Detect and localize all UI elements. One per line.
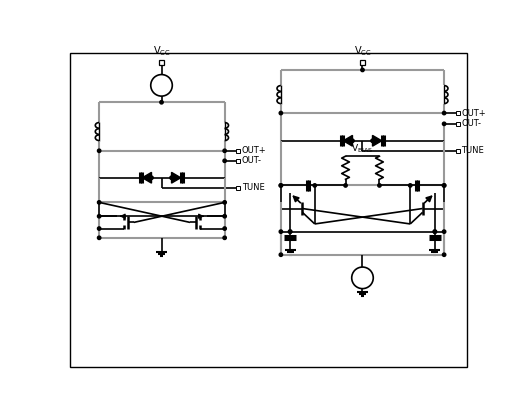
Polygon shape bbox=[343, 135, 353, 146]
Circle shape bbox=[279, 184, 282, 187]
Text: OUT-: OUT- bbox=[461, 119, 481, 129]
Circle shape bbox=[279, 253, 282, 256]
Text: OUT-: OUT- bbox=[242, 156, 261, 165]
Polygon shape bbox=[373, 135, 382, 146]
Polygon shape bbox=[171, 172, 181, 183]
Text: V$_{\mathrm{BIAS}}$: V$_{\mathrm{BIAS}}$ bbox=[351, 142, 374, 155]
Circle shape bbox=[160, 101, 163, 104]
Circle shape bbox=[170, 176, 173, 179]
Bar bbox=[456, 122, 460, 126]
Circle shape bbox=[371, 139, 374, 142]
Circle shape bbox=[97, 215, 101, 218]
Circle shape bbox=[288, 230, 292, 233]
Text: TUNE: TUNE bbox=[461, 146, 484, 155]
Circle shape bbox=[279, 184, 282, 187]
Circle shape bbox=[442, 253, 446, 256]
Bar bbox=[360, 60, 365, 64]
Text: V$_{\mathrm{CC}}$: V$_{\mathrm{CC}}$ bbox=[354, 45, 372, 58]
Bar bbox=[159, 60, 164, 64]
Text: TUNE: TUNE bbox=[242, 183, 264, 192]
Circle shape bbox=[223, 149, 226, 153]
Circle shape bbox=[378, 184, 381, 187]
Circle shape bbox=[409, 184, 412, 187]
Circle shape bbox=[361, 68, 364, 72]
Circle shape bbox=[279, 230, 282, 233]
Circle shape bbox=[97, 227, 101, 230]
Circle shape bbox=[433, 230, 436, 233]
Circle shape bbox=[442, 111, 446, 115]
Circle shape bbox=[442, 184, 446, 187]
Circle shape bbox=[97, 201, 101, 204]
Text: V$_{\mathrm{CC}}$: V$_{\mathrm{CC}}$ bbox=[152, 45, 170, 58]
Circle shape bbox=[223, 227, 226, 230]
Bar bbox=[236, 149, 240, 153]
Circle shape bbox=[313, 184, 316, 187]
Bar bbox=[456, 111, 460, 115]
Bar bbox=[456, 149, 460, 153]
Circle shape bbox=[150, 176, 153, 179]
Circle shape bbox=[442, 122, 446, 126]
Circle shape bbox=[223, 215, 226, 218]
Circle shape bbox=[442, 230, 446, 233]
Bar bbox=[236, 159, 240, 163]
Circle shape bbox=[97, 236, 101, 240]
Text: OUT+: OUT+ bbox=[461, 109, 486, 118]
Circle shape bbox=[279, 111, 282, 115]
Circle shape bbox=[288, 230, 292, 233]
Bar bbox=[236, 186, 240, 190]
Circle shape bbox=[352, 267, 373, 289]
Circle shape bbox=[223, 236, 226, 240]
Circle shape bbox=[151, 74, 172, 96]
Circle shape bbox=[223, 159, 226, 163]
Polygon shape bbox=[143, 172, 151, 183]
Circle shape bbox=[433, 230, 436, 233]
Circle shape bbox=[344, 184, 347, 187]
Circle shape bbox=[223, 201, 226, 204]
Circle shape bbox=[97, 149, 101, 153]
Circle shape bbox=[351, 139, 354, 142]
Circle shape bbox=[442, 184, 446, 187]
Text: OUT+: OUT+ bbox=[242, 146, 266, 155]
